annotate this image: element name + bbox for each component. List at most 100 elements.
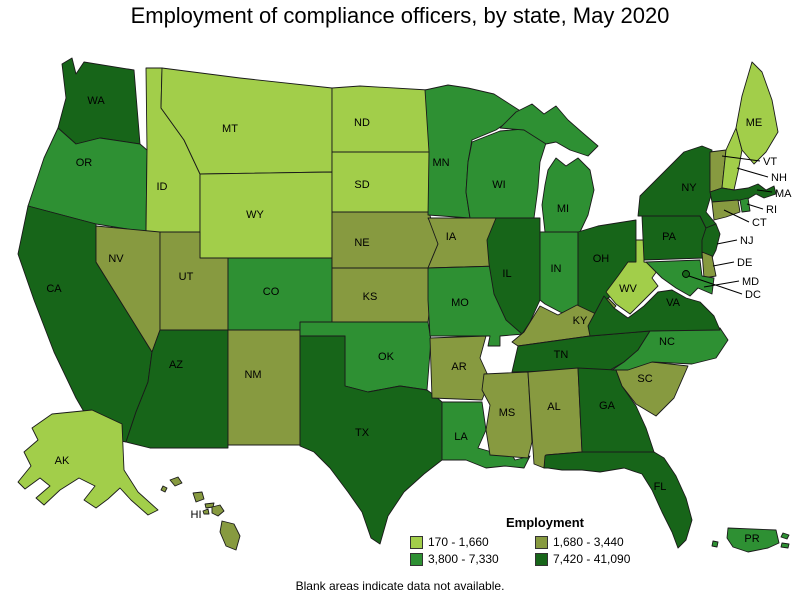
legend-swatch-bin3: [410, 552, 423, 566]
state-labels: WA OR CA ID MT WY NV UT CO AZ NM ND SD NE KS OK TX MN WI IA…: [46, 95, 792, 545]
legend-item-bin2: 1,680 - 3,440: [535, 535, 680, 549]
state-label-vt: VT: [763, 156, 777, 168]
state-va: [587, 289, 721, 337]
state-label-ri: RI: [766, 204, 777, 216]
state-nd: [331, 85, 434, 153]
legend: Employment 170 - 1,660 1,680 - 3,440 3,8…: [410, 515, 680, 566]
legend-item-bin1: 170 - 1,660: [410, 535, 535, 549]
state-label-ut: UT: [179, 271, 194, 283]
state-label-ia: IA: [446, 231, 457, 243]
state-label-ok: OK: [378, 351, 395, 363]
state-label-va: VA: [666, 297, 681, 309]
callout-line-ri: [746, 203, 764, 210]
state-hi: [160, 476, 241, 551]
state-label-nd: ND: [354, 117, 370, 129]
legend-label-bin4: 7,420 - 41,090: [553, 552, 631, 566]
state-label-sd: SD: [354, 179, 369, 191]
state-nm: [227, 329, 301, 446]
state-label-co: CO: [263, 286, 280, 298]
callout-leader-lines: [688, 155, 773, 295]
state-label-ks: KS: [363, 291, 378, 303]
state-label-nj: NJ: [740, 235, 753, 247]
state-label-dc: DC: [745, 289, 761, 301]
state-label-ny: NY: [681, 182, 697, 194]
state-label-al: AL: [547, 401, 560, 413]
state-label-tx: TX: [355, 427, 370, 439]
legend-item-bin4: 7,420 - 41,090: [535, 552, 680, 566]
page-title: Employment of compliance officers, by st…: [130, 3, 670, 28]
callout-line-md: [703, 280, 740, 288]
state-sd: [331, 151, 438, 213]
state-label-mn: MN: [432, 157, 449, 169]
state-label-la: LA: [454, 431, 468, 443]
state-label-hi: HI: [191, 509, 202, 521]
callout-line-dc: [688, 275, 743, 295]
legend-swatch-bin4: [535, 552, 548, 566]
callout-line-ma: [756, 189, 773, 193]
state-label-ga: GA: [599, 400, 616, 412]
legend-label-bin2: 1,680 - 3,440: [553, 535, 624, 549]
legend-item-bin3: 3,800 - 7,330: [410, 552, 535, 566]
state-label-ct: CT: [752, 217, 767, 229]
state-wi: [465, 128, 547, 219]
state-fl: [543, 451, 693, 549]
state-md: [645, 259, 715, 297]
state-co: [227, 257, 333, 331]
state-label-az: AZ: [169, 359, 183, 371]
state-label-tn: TN: [554, 349, 569, 361]
state-wy: [199, 171, 333, 259]
state-label-ak: AK: [55, 455, 70, 467]
state-label-pa: PA: [662, 231, 677, 243]
legend-label-bin1: 170 - 1,660: [428, 535, 489, 549]
state-de: [701, 251, 717, 279]
state-ne: [331, 211, 439, 269]
legend-title: Employment: [505, 515, 584, 530]
legend-swatch-bin1: [410, 535, 423, 549]
state-label-oh: OH: [593, 253, 610, 265]
state-label-wy: WY: [246, 209, 264, 221]
state-ct: [711, 199, 741, 221]
state-label-nc: NC: [659, 336, 675, 348]
state-label-mo: MO: [451, 297, 469, 309]
state-label-mi: MI: [557, 203, 569, 215]
state-ny: [637, 145, 717, 229]
state-label-ma: MA: [775, 188, 792, 200]
state-ak: [17, 409, 159, 516]
state-ri: [739, 197, 751, 213]
state-label-ky: KY: [573, 315, 588, 327]
callout-line-vt: [721, 155, 761, 162]
footnote: Blank areas indicate data not available.: [295, 579, 505, 593]
state-ks: [331, 267, 434, 323]
callout-line-ct: [723, 209, 750, 223]
legend-label-bin3: 3,800 - 7,330: [428, 552, 499, 566]
state-label-fl: FL: [654, 481, 667, 493]
state-nc: [611, 327, 729, 371]
state-label-il: IL: [502, 268, 511, 280]
state-label-or: OR: [76, 157, 93, 169]
state-label-de: DE: [737, 257, 752, 269]
state-tx: [299, 335, 443, 545]
state-label-nh: NH: [771, 172, 787, 184]
state-mi: [499, 103, 599, 233]
state-label-in: IN: [551, 263, 562, 275]
state-label-ms: MS: [499, 407, 516, 419]
state-label-wa: WA: [87, 95, 105, 107]
state-label-wi: WI: [492, 179, 505, 191]
callout-line-nh: [736, 167, 769, 178]
state-label-md: MD: [742, 276, 759, 288]
state-mn: [424, 84, 523, 219]
legend-swatch-bin2: [535, 535, 548, 549]
state-label-sc: SC: [637, 373, 652, 385]
state-label-me: ME: [746, 117, 763, 129]
state-label-nm: NM: [244, 369, 261, 381]
state-nj: [701, 223, 721, 263]
state-me: [735, 61, 779, 165]
callout-line-de: [712, 261, 735, 267]
state-pr: [711, 527, 790, 553]
state-label-ca: CA: [46, 283, 62, 295]
state-label-pr: PR: [744, 533, 759, 545]
state-label-id: ID: [157, 181, 168, 193]
state-label-nv: NV: [108, 253, 124, 265]
